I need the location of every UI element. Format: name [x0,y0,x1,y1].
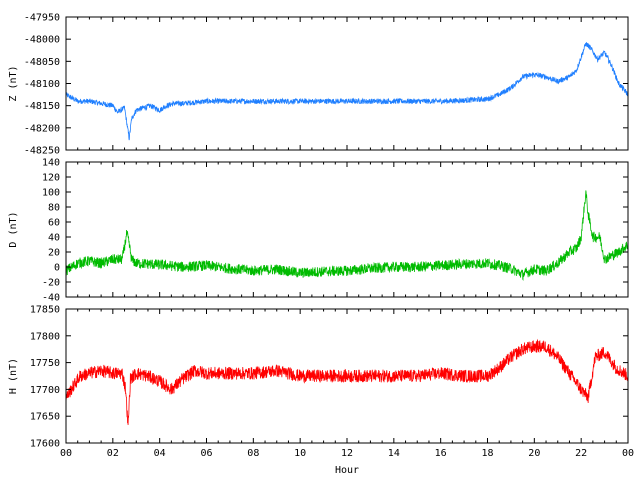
panel-h: 17850 17800 17750 17700 17650 17600 H (nT) 00 02… [8,305,634,477]
series-line-d [66,190,628,281]
x-tick-label: 14 [388,448,400,459]
x-tick-label: 20 [528,448,540,459]
y-axis-label-d: D (nT) [8,211,19,247]
y-tick-label-d: 60 [48,218,60,229]
plot-frame-d [65,161,629,298]
y-tick-label-z: -48150 [24,101,60,112]
y-tick-label-h: 17650 [30,412,60,423]
y-tick-label-d: 40 [48,233,60,244]
x-tick-label: 00 [622,448,634,459]
y-tick-label-d: 80 [48,203,60,214]
y-tick-label-z: -48250 [24,146,60,157]
y-tick-label-z: -48200 [24,123,60,134]
x-tick-label: 22 [575,448,587,459]
x-tick-label: 08 [247,448,259,459]
x-tick-label: 04 [154,448,166,459]
x-tick-label: 18 [481,448,493,459]
y-tick-label-h: 17700 [30,385,60,396]
y-tick-label-z: -48100 [24,79,60,90]
x-tick-label: 10 [294,448,306,459]
y-tick-label-d: 140 [42,158,60,169]
y-tick-label-d: 0 [54,263,60,274]
y-tick-label-d: -40 [42,293,60,304]
series-line-z [66,42,628,141]
series-line-h [66,338,628,425]
plot-frame-z [65,16,629,151]
y-tick-label-d: 20 [48,248,60,259]
y-tick-label-h: 17750 [30,358,60,369]
x-tick-label: 00 [60,448,72,459]
y-axis-label-z: Z (nT) [8,65,19,101]
y-tick-label-d: -20 [42,278,60,289]
y-tick-label-d: 100 [42,188,60,199]
panel-z: -47950 -48000 -48050 -48100 -48150 -48200 -482… [8,13,629,157]
x-tick-label: 16 [435,448,447,459]
x-tick-label: 06 [200,448,212,459]
y-tick-label-h: 17800 [30,331,60,342]
x-tick-label: 12 [341,448,353,459]
x-tick-label: 02 [107,448,119,459]
y-tick-label-z: -48050 [24,57,60,68]
y-tick-label-h: 17600 [30,439,60,450]
y-tick-label-h: 17850 [30,305,60,316]
x-axis-label: Hour [335,465,359,476]
y-tick-label-d: 120 [42,173,60,184]
y-axis-label-h: H (nT) [8,358,19,394]
y-tick-label-z: -48000 [24,35,60,46]
y-tick-label-z: -47950 [24,13,60,24]
panel-d: 140 120 100 80 60 40 20 0 -20 -40 D (nT) [8,158,629,304]
